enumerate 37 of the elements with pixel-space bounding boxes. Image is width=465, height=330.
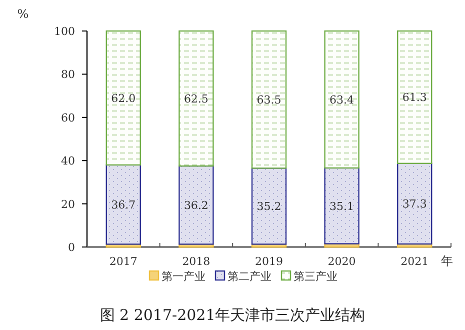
y-tick-label: 20 (61, 198, 75, 211)
y-tick-label: 100 (54, 25, 75, 38)
x-tick-label: 2020 (328, 255, 356, 268)
data-label: 61.3 (402, 91, 427, 104)
data-label: 62.5 (184, 92, 208, 106)
y-tick-label: 60 (61, 111, 75, 124)
y-tick-label: 40 (61, 154, 75, 168)
data-label: 36.7 (111, 198, 136, 212)
legend-label: 第一产业 (162, 270, 206, 283)
data-label: 36.2 (184, 199, 208, 212)
bar (178, 30, 214, 167)
y-tick-label: 80 (61, 68, 75, 82)
data-label: 35.2 (256, 200, 282, 214)
x-tick-label: 2021 (400, 255, 429, 268)
bar (324, 30, 360, 169)
y-tick-label: 0 (68, 241, 75, 254)
data-label: 63.4 (330, 93, 354, 106)
bar (251, 168, 287, 245)
bar (397, 162, 432, 245)
x-axis-title: 年 (441, 254, 453, 268)
legend-label: 第三产业 (294, 270, 338, 283)
x-tick-label: 2017 (109, 255, 138, 268)
bar (106, 30, 141, 166)
data-label: 35.1 (330, 200, 354, 213)
data-label: 37.3 (402, 198, 427, 211)
data-label: 62.0 (111, 92, 136, 105)
bar (397, 30, 432, 164)
bar (106, 164, 141, 245)
bar (178, 165, 214, 245)
y-axis-title: % (17, 7, 29, 21)
text: 图 2 2017-2021年天津市三次产业结构 (100, 306, 366, 324)
data-label: 63.5 (256, 94, 282, 107)
x-tick-label: 2018 (182, 255, 210, 268)
bar (251, 30, 287, 169)
x-tick-label: 2019 (255, 255, 283, 268)
legend-label: 第二产业 (228, 270, 272, 283)
bar (324, 167, 360, 244)
